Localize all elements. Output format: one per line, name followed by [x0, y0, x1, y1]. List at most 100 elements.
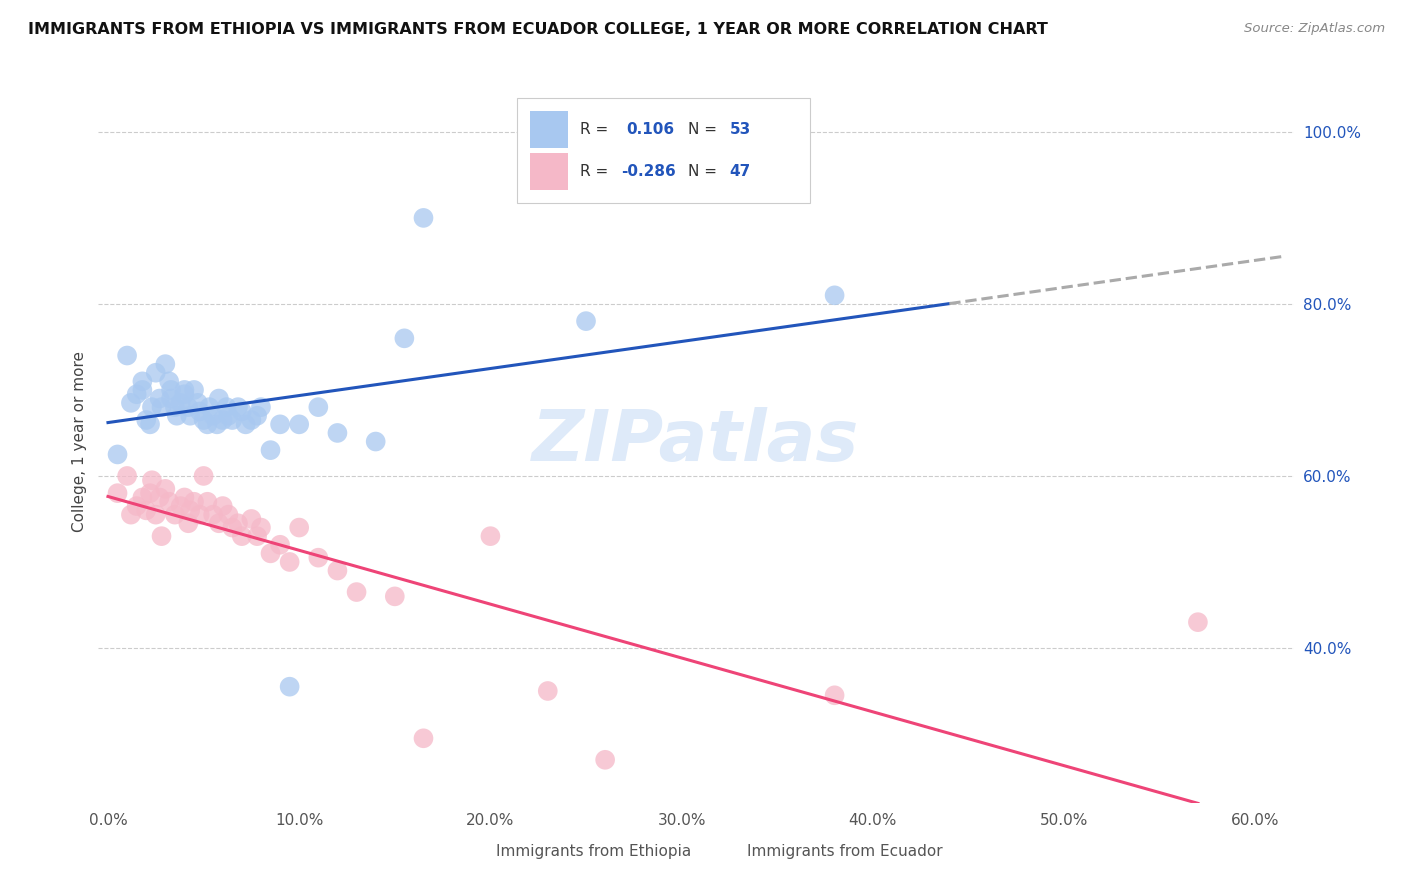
- Point: [326, 564, 349, 578]
- Point: [537, 684, 560, 698]
- Point: [183, 383, 205, 397]
- Text: N =: N =: [688, 164, 721, 178]
- Point: [250, 400, 273, 414]
- Point: [824, 688, 846, 702]
- Point: [326, 425, 349, 440]
- Point: [575, 314, 598, 328]
- Point: [131, 375, 153, 389]
- Point: [177, 516, 200, 531]
- Point: [197, 494, 219, 508]
- Point: [479, 529, 502, 543]
- Point: [157, 494, 180, 508]
- Point: [278, 680, 301, 694]
- Text: ZIPatlas: ZIPatlas: [533, 407, 859, 476]
- Point: [183, 494, 205, 508]
- Point: [155, 357, 177, 371]
- Point: [307, 400, 329, 414]
- Text: 47: 47: [730, 164, 751, 178]
- Point: [115, 469, 138, 483]
- Point: [125, 499, 148, 513]
- Point: [217, 409, 239, 423]
- Point: [179, 409, 201, 423]
- Point: [593, 753, 616, 767]
- Point: [120, 396, 142, 410]
- Point: [107, 447, 129, 461]
- Point: [145, 508, 167, 522]
- Point: [412, 731, 434, 746]
- Point: [246, 409, 269, 423]
- Point: [278, 555, 301, 569]
- Point: [188, 508, 211, 522]
- Point: [173, 387, 195, 401]
- Point: [187, 396, 209, 410]
- Y-axis label: College, 1 year or more: College, 1 year or more: [72, 351, 87, 532]
- Point: [131, 383, 153, 397]
- Point: [205, 417, 228, 432]
- Point: [689, 826, 711, 840]
- Point: [135, 413, 157, 427]
- Point: [288, 417, 311, 432]
- Point: [250, 520, 273, 534]
- Point: [202, 508, 225, 522]
- Point: [188, 404, 211, 418]
- Point: [384, 590, 406, 604]
- Point: [177, 400, 200, 414]
- Point: [226, 516, 249, 531]
- Text: Immigrants from Ecuador: Immigrants from Ecuador: [748, 845, 943, 859]
- Text: -0.286: -0.286: [620, 164, 675, 178]
- Point: [173, 491, 195, 505]
- Point: [217, 508, 239, 522]
- Point: [346, 585, 368, 599]
- Point: [269, 417, 291, 432]
- Point: [208, 392, 231, 406]
- Point: [288, 520, 311, 534]
- Text: Immigrants from Ethiopia: Immigrants from Ethiopia: [496, 845, 692, 859]
- Point: [259, 546, 281, 560]
- Point: [169, 396, 191, 410]
- Point: [120, 508, 142, 522]
- Point: [240, 512, 263, 526]
- Point: [131, 491, 153, 505]
- Point: [1187, 615, 1209, 630]
- Point: [198, 400, 221, 414]
- Point: [141, 400, 163, 414]
- Point: [307, 550, 329, 565]
- Text: Source: ZipAtlas.com: Source: ZipAtlas.com: [1244, 22, 1385, 36]
- Point: [211, 413, 233, 427]
- Point: [208, 516, 231, 531]
- Point: [259, 443, 281, 458]
- Point: [231, 529, 253, 543]
- Point: [202, 409, 225, 423]
- Text: IMMIGRANTS FROM ETHIOPIA VS IMMIGRANTS FROM ECUADOR COLLEGE, 1 YEAR OR MORE CORR: IMMIGRANTS FROM ETHIOPIA VS IMMIGRANTS F…: [28, 22, 1047, 37]
- Text: 53: 53: [730, 122, 751, 136]
- Point: [160, 383, 183, 397]
- Point: [824, 288, 846, 302]
- Point: [221, 413, 243, 427]
- Point: [149, 392, 172, 406]
- Point: [157, 375, 180, 389]
- Text: R =: R =: [581, 122, 613, 136]
- Point: [412, 211, 434, 225]
- Point: [145, 366, 167, 380]
- FancyBboxPatch shape: [517, 98, 810, 203]
- Point: [125, 387, 148, 401]
- Point: [163, 400, 186, 414]
- Point: [226, 400, 249, 414]
- Point: [240, 413, 263, 427]
- Point: [139, 417, 162, 432]
- Point: [150, 400, 173, 414]
- Point: [364, 434, 387, 449]
- Point: [150, 529, 173, 543]
- Point: [193, 413, 215, 427]
- Point: [231, 404, 253, 418]
- Point: [211, 499, 233, 513]
- FancyBboxPatch shape: [461, 840, 492, 870]
- Point: [394, 331, 416, 345]
- Point: [135, 503, 157, 517]
- Text: 0.106: 0.106: [627, 122, 675, 136]
- Point: [155, 482, 177, 496]
- FancyBboxPatch shape: [530, 111, 568, 148]
- Point: [235, 417, 257, 432]
- Point: [139, 486, 162, 500]
- Point: [115, 349, 138, 363]
